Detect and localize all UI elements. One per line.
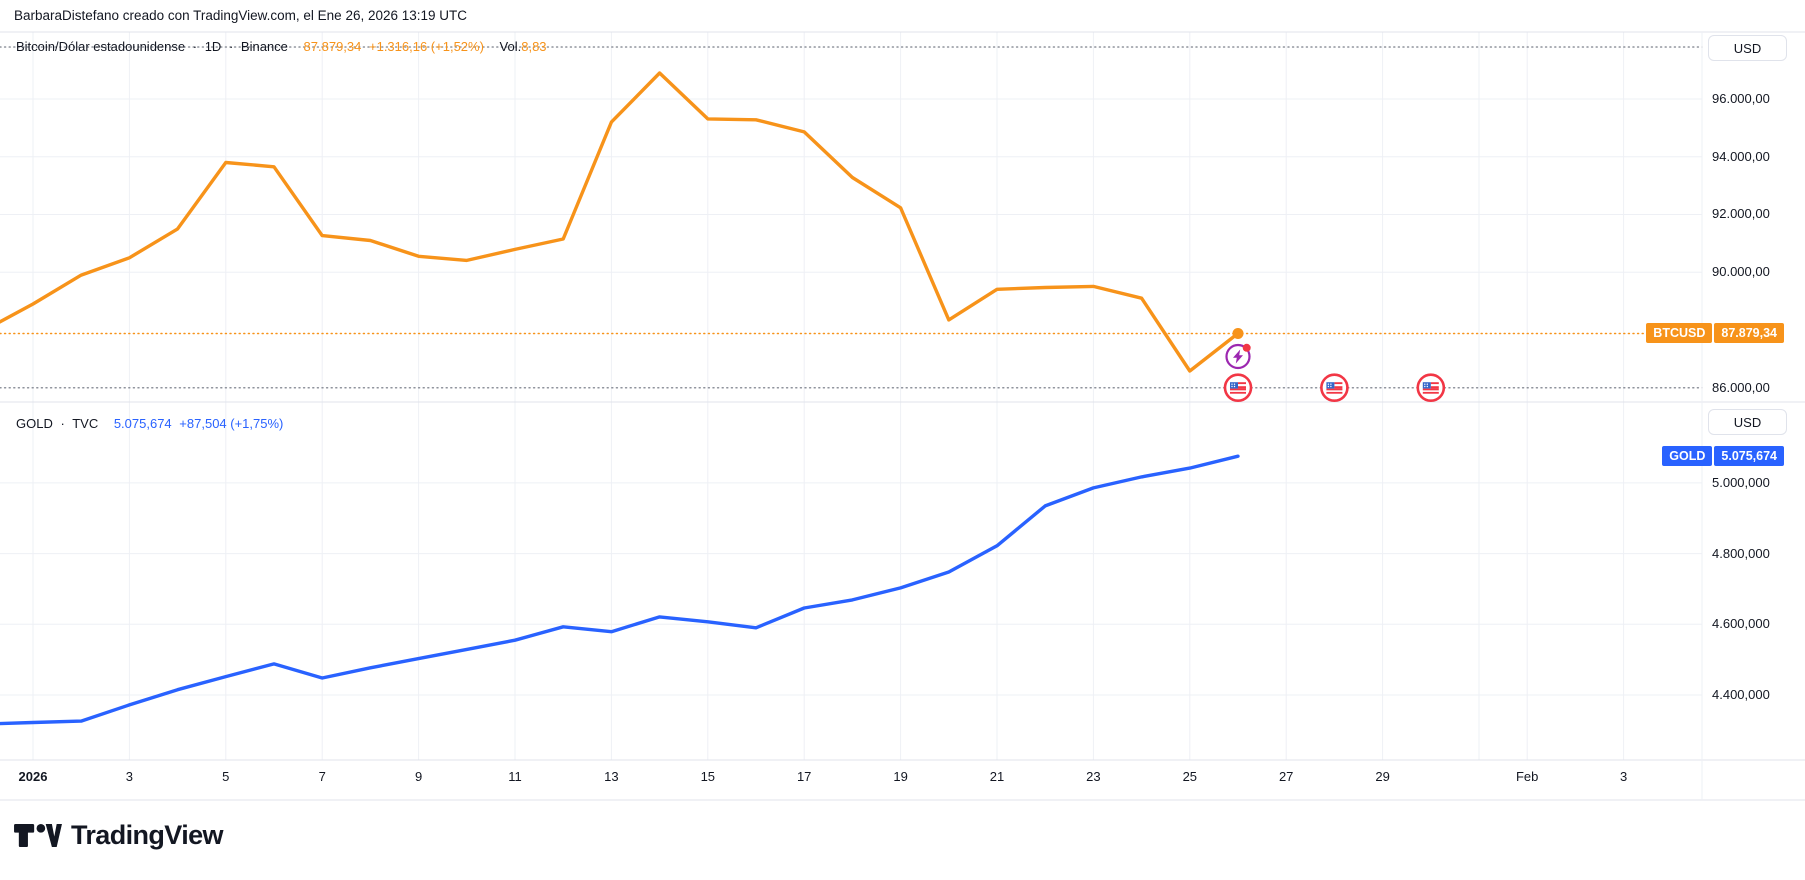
price-tick-label: 94.000,00 [1712, 148, 1770, 164]
price-tick-label: 4.400,000 [1712, 686, 1770, 702]
attribution-header: BarbaraDistefano creado con TradingView.… [14, 8, 468, 23]
date-tick-label: 25 [1182, 769, 1198, 784]
date-tick-label: 3 [125, 769, 134, 784]
us-flag-event-icon[interactable] [1320, 373, 1349, 403]
btc-volume-label: Vol. [499, 39, 522, 54]
btc-last-price: 87.879,34 [303, 39, 362, 54]
gold-symbol-title: GOLD [16, 416, 53, 431]
btc-change: +1.316,16 (+1,52%) [369, 39, 484, 54]
legend-separator: · [228, 39, 234, 54]
date-tick-label: 21 [989, 769, 1005, 784]
date-tick-label: 7 [318, 769, 326, 784]
date-tick-label: 27 [1278, 769, 1294, 784]
btc-exchange: Binance [240, 39, 288, 54]
btc-volume-value: 8,83 [521, 39, 547, 54]
legend-separator: · [60, 416, 65, 431]
date-tick-label: 23 [1086, 769, 1101, 784]
price-tick-label: 5.000,000 [1712, 474, 1770, 490]
btc-price-tag: BTCUSD 87.879,34 [1646, 323, 1784, 344]
us-flag-event-icon[interactable] [1416, 373, 1446, 403]
gold-change: +87,504 (+1,75%) [179, 416, 284, 431]
date-tick-label: Feb [1515, 769, 1539, 784]
date-tick-label: 15 [700, 769, 716, 784]
date-tick-label: 17 [796, 769, 812, 784]
gold-last-price: 5.075,674 [113, 416, 172, 431]
btc-tag-value: 87.879,34 [1714, 323, 1784, 344]
date-tick-label: 2026 [18, 769, 48, 784]
date-tick-label: 11 [508, 769, 522, 784]
price-tick-label: 90.000,00 [1712, 264, 1770, 280]
tradingview-logo-icon [14, 824, 62, 847]
gold-tag-value: 5.075,674 [1714, 446, 1784, 467]
date-tick-label: 3 [1619, 769, 1628, 784]
date-tick-label: 13 [604, 769, 619, 784]
btc-pane-legend: Bitcoin/Dólar estadounidense · 1D · Bina… [16, 39, 551, 54]
date-tick-label: 29 [1375, 769, 1390, 784]
legend-separator: · [192, 39, 198, 54]
gold-tag-symbol: GOLD [1662, 446, 1713, 467]
date-tick-label: 5 [222, 769, 230, 784]
gold-pane-legend: GOLD · TVC 5.075,674 +87,504 (+1,75%) [16, 416, 287, 431]
date-tick-label: 19 [893, 769, 908, 784]
price-tick-label: 86.000,00 [1712, 379, 1770, 395]
price-tick-label: 4.600,000 [1712, 616, 1770, 632]
us-flag-event-icon[interactable] [1223, 373, 1253, 403]
date-tick-label: 9 [414, 769, 423, 784]
tradingview-logo-text: TradingView [71, 820, 224, 850]
price-tick-label: 96.000,00 [1712, 90, 1770, 106]
gold-series-line [0, 454, 1240, 726]
btc-scale-currency-button[interactable]: USD [1708, 35, 1787, 61]
gold-price-tag: GOLD 5.075,674 [1662, 446, 1784, 467]
price-tick-label: 92.000,00 [1712, 206, 1770, 222]
btcusd-series-line [0, 71, 1240, 373]
tradingview-logo[interactable]: TradingView [14, 820, 224, 851]
price-tick-label: 4.800,000 [1712, 545, 1770, 561]
lightning-event-icon[interactable] [1225, 342, 1252, 370]
gold-scale-currency-button[interactable]: USD [1708, 409, 1787, 435]
btc-tag-symbol: BTCUSD [1646, 323, 1713, 344]
btc-symbol-title: Bitcoin/Dólar estadounidense [16, 39, 186, 54]
btc-interval: 1D [204, 39, 222, 54]
gold-exchange: TVC [72, 416, 99, 431]
btc-last-point-dot [1232, 327, 1244, 339]
